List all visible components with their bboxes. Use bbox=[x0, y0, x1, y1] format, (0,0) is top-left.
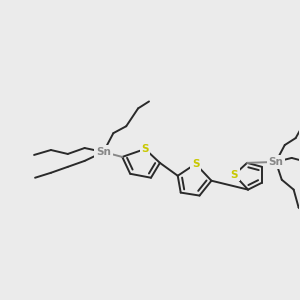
Text: Sn: Sn bbox=[268, 157, 283, 167]
Text: S: S bbox=[141, 144, 149, 154]
Text: Sn: Sn bbox=[96, 147, 111, 157]
Text: S: S bbox=[230, 170, 238, 180]
Text: S: S bbox=[192, 159, 199, 169]
